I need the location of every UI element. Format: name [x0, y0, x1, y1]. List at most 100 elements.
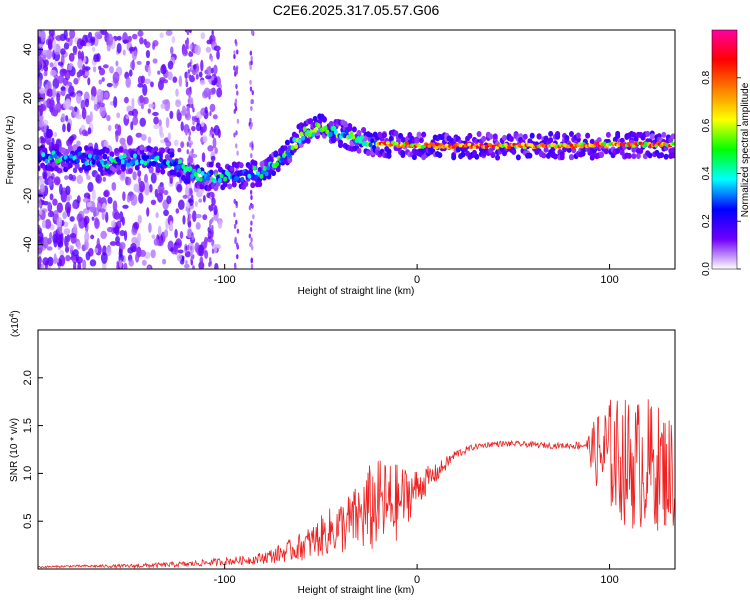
spectrogram-cell	[208, 94, 211, 100]
spectrogram-cell	[137, 83, 144, 88]
spectrogram-cell	[68, 244, 75, 251]
spectrogram-cell	[311, 132, 316, 138]
spectrogram-cell	[190, 153, 198, 159]
spectrogram-cell	[63, 221, 69, 228]
spectrogram-cell	[552, 153, 558, 160]
spectrogram-cell	[214, 262, 219, 269]
spectrogram-cell	[144, 78, 151, 84]
spectrogram-cell	[192, 265, 195, 269]
spectrogram-cell	[148, 183, 153, 193]
spectrogram-cell	[42, 147, 48, 154]
spectrogram-cell	[90, 86, 97, 98]
spectrogram-cell	[56, 216, 63, 228]
spectrogram-cell	[302, 126, 307, 132]
spectrogram-cell	[520, 142, 525, 147]
spectrogram-cell	[250, 237, 253, 243]
spectrogram-cell	[125, 114, 130, 120]
spectrogram-cell	[209, 206, 212, 212]
spectrogram-cell	[123, 148, 129, 155]
spectrogram-cell	[185, 206, 188, 212]
spectrogram-cell	[559, 154, 565, 161]
spectrogram-cell	[351, 126, 357, 133]
spectrogram-x-ticks: -100 0 100	[214, 264, 619, 286]
spectrogram-cell	[252, 160, 258, 167]
spectrogram-cell	[82, 64, 86, 76]
spectrogram-cell	[38, 77, 43, 89]
spectrogram-cell	[275, 161, 280, 167]
spectrogram-cell	[342, 120, 348, 127]
spectrogram-cell	[77, 50, 82, 61]
spectrogram-cell	[434, 145, 439, 150]
spectrogram-cell	[159, 131, 165, 139]
spectrogram-cell	[189, 98, 192, 104]
spectrogram-cell	[257, 166, 262, 172]
spectrogram-cell	[130, 200, 135, 206]
spectrogram-cell	[130, 242, 137, 253]
spectrogram-cell	[157, 79, 164, 91]
spectrogram-cell	[139, 159, 144, 165]
spectrogram-cell	[212, 114, 218, 120]
spectrogram-cell	[59, 249, 65, 256]
spectrogram-cell	[56, 92, 61, 104]
spectrogram-cell	[128, 69, 133, 77]
spectrogram-cell	[64, 175, 69, 180]
spectrogram-cell	[188, 166, 193, 172]
spectrogram-cell	[185, 186, 189, 198]
spectrogram-cell	[157, 225, 162, 237]
spectrogram-x-label: Height of straight line (km)	[298, 286, 415, 297]
spectrogram-cell	[287, 152, 292, 158]
spectrogram-cell	[633, 136, 639, 143]
spectrogram-marks	[38, 30, 675, 269]
spectrogram-cell	[69, 30, 76, 39]
spectrogram-cell	[249, 50, 253, 56]
spectrogram-cell	[198, 198, 203, 203]
spectrogram-cell	[299, 131, 304, 137]
spectrogram-cell	[81, 129, 88, 137]
spectrogram-cell	[76, 174, 84, 185]
spectrogram-cell	[297, 138, 302, 144]
spectrogram-cell	[192, 107, 195, 113]
spectrogram-cell	[284, 139, 290, 146]
spectrogram-cell	[109, 66, 114, 74]
spectrogram-cell	[117, 160, 122, 166]
spectrogram-cell	[216, 87, 223, 98]
spectrogram-cell	[49, 62, 54, 68]
spectrogram-cell	[65, 240, 69, 248]
spectrogram-cell	[137, 30, 144, 37]
spectrogram-cell	[41, 152, 46, 158]
spectrogram-cell	[47, 211, 53, 218]
spectrogram-cell	[87, 31, 93, 39]
spectrogram-cell	[49, 69, 57, 77]
spectrogram-cell	[148, 161, 153, 167]
spectrogram-cell	[368, 142, 373, 148]
spectrogram-cell	[235, 130, 238, 136]
spectrogram-cell	[153, 146, 159, 153]
spectrogram-cell	[84, 71, 90, 77]
spectrogram-cell	[98, 208, 106, 213]
spectrogram-cell	[250, 153, 253, 159]
spectrogram-cell	[119, 154, 124, 160]
spectrogram-cell	[128, 259, 134, 267]
spectrogram-cell	[248, 205, 252, 211]
spectrogram-cell	[137, 75, 144, 85]
spectrogram-cell	[66, 122, 71, 133]
spectrogram-cell	[102, 176, 107, 182]
spectrogram-cell	[199, 79, 206, 86]
spectrogram-cell	[275, 166, 281, 173]
colorbar-ticks: 0.0 0.2 0.4 0.6 0.8	[701, 70, 741, 276]
spectrogram-cell	[233, 65, 236, 71]
spectrogram-cell	[152, 111, 159, 117]
spectrogram-cell	[53, 209, 59, 222]
spectrogram-cell	[106, 114, 111, 122]
spectrogram-cell	[94, 217, 99, 226]
spectrogram-cell	[142, 96, 149, 105]
spectrogram-cell	[210, 79, 217, 86]
spectrogram-cell	[80, 50, 85, 62]
spectrogram-cell	[182, 194, 188, 199]
spectrogram-cell	[631, 153, 637, 160]
spectrogram-cell	[136, 60, 142, 65]
spectrogram-cell	[248, 233, 252, 239]
y-tick-label: 2.0	[22, 370, 34, 385]
spectrogram-cell	[102, 153, 108, 160]
spectrogram-cell	[188, 136, 191, 142]
